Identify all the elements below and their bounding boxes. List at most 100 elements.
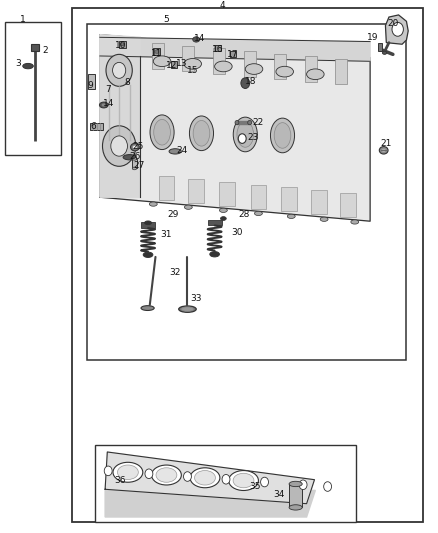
Ellipse shape (381, 148, 386, 152)
Ellipse shape (233, 117, 258, 152)
Text: 1: 1 (20, 15, 26, 24)
Ellipse shape (289, 481, 302, 487)
Text: 22: 22 (252, 118, 263, 127)
Circle shape (106, 54, 132, 86)
Text: 9: 9 (87, 81, 93, 90)
Ellipse shape (320, 217, 328, 221)
Bar (230, 51, 236, 57)
Text: 13: 13 (176, 60, 187, 68)
Ellipse shape (190, 468, 220, 488)
Text: 17: 17 (227, 50, 239, 59)
Bar (95, 445, 356, 522)
Bar (119, 41, 126, 48)
Ellipse shape (245, 64, 263, 75)
Ellipse shape (149, 202, 157, 206)
Text: 24: 24 (176, 146, 187, 155)
Bar (281, 188, 297, 212)
Ellipse shape (194, 471, 215, 485)
Text: 16: 16 (212, 45, 224, 53)
Ellipse shape (150, 115, 174, 150)
Ellipse shape (102, 103, 106, 107)
Ellipse shape (152, 465, 181, 485)
Text: 12: 12 (166, 61, 177, 69)
Bar (153, 48, 160, 55)
Ellipse shape (219, 208, 227, 213)
Ellipse shape (153, 56, 171, 67)
Text: 14: 14 (102, 100, 114, 108)
Text: 36: 36 (114, 477, 125, 485)
Ellipse shape (307, 69, 324, 79)
Ellipse shape (254, 211, 262, 215)
Circle shape (238, 134, 246, 143)
Ellipse shape (113, 462, 143, 482)
Circle shape (145, 469, 153, 479)
Ellipse shape (193, 37, 200, 42)
Text: 30: 30 (232, 229, 243, 237)
Bar (5, 22, 61, 155)
Ellipse shape (276, 66, 293, 77)
Text: 15: 15 (187, 66, 198, 75)
Bar (305, 56, 317, 82)
Text: 5: 5 (163, 15, 170, 24)
Text: 19: 19 (367, 33, 379, 42)
Circle shape (102, 126, 136, 166)
Bar (31, 44, 39, 51)
Bar (340, 192, 356, 216)
Bar (244, 51, 256, 77)
Ellipse shape (184, 205, 192, 209)
Polygon shape (237, 121, 250, 124)
Bar (152, 43, 164, 69)
Text: 18: 18 (245, 77, 256, 85)
Text: 8: 8 (124, 78, 130, 87)
Text: 4: 4 (220, 1, 225, 10)
Ellipse shape (235, 120, 239, 125)
Circle shape (261, 477, 268, 487)
Ellipse shape (123, 155, 136, 160)
Circle shape (111, 136, 127, 156)
Polygon shape (100, 35, 370, 221)
Text: 2: 2 (42, 46, 47, 55)
Ellipse shape (181, 307, 194, 311)
Ellipse shape (215, 61, 232, 72)
Bar (87, 24, 406, 360)
Ellipse shape (141, 306, 154, 310)
Bar (88, 74, 95, 89)
Text: 7: 7 (105, 85, 111, 94)
Ellipse shape (379, 147, 388, 154)
Polygon shape (105, 490, 315, 517)
Text: 34: 34 (274, 490, 285, 499)
Circle shape (299, 480, 307, 490)
Ellipse shape (99, 102, 108, 108)
Ellipse shape (270, 118, 294, 153)
Ellipse shape (351, 220, 359, 224)
Bar (132, 159, 137, 168)
Text: 10: 10 (115, 41, 126, 50)
Text: 23: 23 (247, 133, 259, 142)
Polygon shape (385, 15, 408, 44)
Bar (289, 484, 302, 507)
Circle shape (184, 472, 191, 481)
Ellipse shape (184, 59, 201, 69)
Text: 28: 28 (239, 210, 250, 219)
Text: 20: 20 (388, 20, 399, 28)
Text: 32: 32 (170, 269, 181, 277)
Bar (182, 46, 194, 71)
Text: 3: 3 (15, 60, 21, 68)
Polygon shape (105, 452, 314, 504)
Ellipse shape (155, 50, 159, 53)
Bar (188, 179, 204, 203)
Bar (90, 123, 103, 130)
Ellipse shape (120, 43, 124, 46)
Circle shape (113, 62, 126, 78)
Bar (215, 45, 221, 51)
Text: 31: 31 (161, 230, 172, 239)
Ellipse shape (145, 221, 152, 225)
Ellipse shape (229, 471, 258, 490)
Bar (335, 59, 347, 84)
Bar (274, 54, 286, 79)
Text: 35: 35 (249, 482, 261, 491)
Ellipse shape (220, 217, 226, 221)
Bar (213, 49, 225, 74)
Text: 33: 33 (191, 294, 202, 303)
Ellipse shape (143, 252, 153, 257)
